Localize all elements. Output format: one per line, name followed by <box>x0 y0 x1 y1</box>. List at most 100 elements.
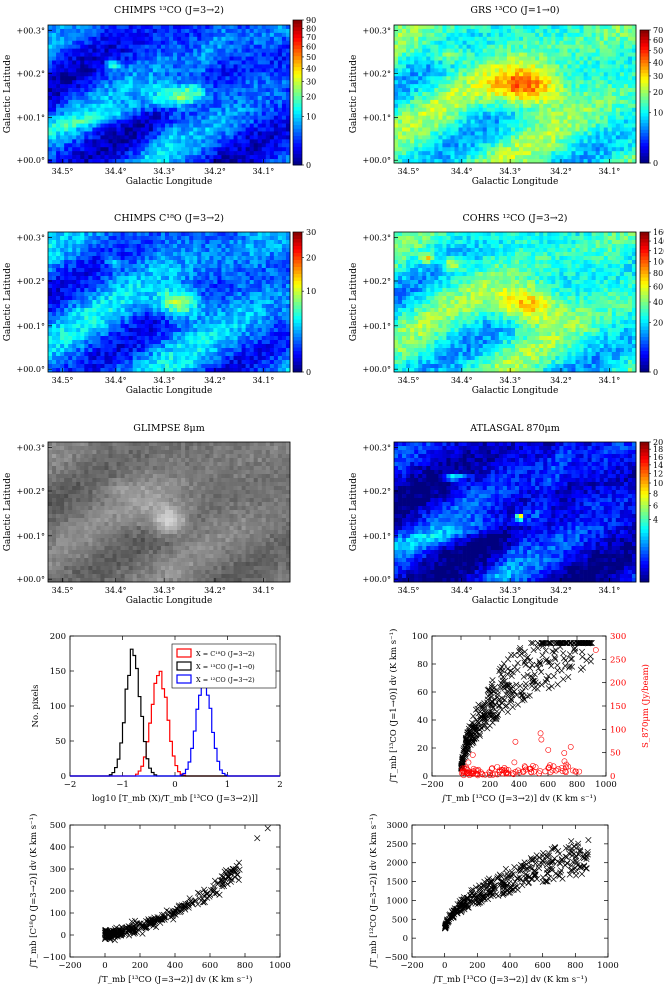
map-pixel <box>230 41 234 45</box>
map-pixel <box>624 84 628 88</box>
map-pixel <box>209 104 213 108</box>
map-pixel <box>491 100 495 104</box>
map-pixel <box>181 248 185 252</box>
map-pixel <box>109 25 113 29</box>
map-pixel <box>459 135 463 139</box>
map-pixel <box>438 80 442 84</box>
map-pixel <box>624 41 628 45</box>
map-pixel <box>133 256 137 260</box>
map-pixel <box>225 76 229 80</box>
map-pixel <box>100 108 104 112</box>
map-pixel <box>246 68 250 72</box>
map-pixel <box>567 57 571 61</box>
map-pixel <box>121 49 125 53</box>
map-pixel <box>463 88 467 92</box>
map-pixel <box>282 88 286 92</box>
map-pixel <box>282 60 286 64</box>
map-pixel <box>213 252 217 256</box>
map-pixel <box>246 244 250 248</box>
map-pixel <box>467 100 471 104</box>
map-pixel <box>117 88 121 92</box>
map-pixel <box>511 124 515 128</box>
map-pixel <box>238 57 242 61</box>
map-pixel <box>117 96 121 100</box>
map-pixel <box>418 29 422 33</box>
map-pixel <box>201 60 205 64</box>
map-pixel <box>254 112 258 116</box>
map-pixel <box>487 100 491 104</box>
map-pixel <box>80 268 84 272</box>
map-pixel <box>580 76 584 80</box>
map-pixel <box>197 84 201 88</box>
map-pixel <box>72 108 76 112</box>
map-pixel <box>169 57 173 61</box>
map-pixel <box>282 96 286 100</box>
map-pixel <box>173 128 177 132</box>
map-pixel <box>109 92 113 96</box>
map-pixel <box>418 76 422 80</box>
map-pixel <box>217 151 221 155</box>
map-pixel <box>121 25 125 29</box>
map-pixel <box>209 80 213 84</box>
map-pixel <box>559 57 563 61</box>
map-pixel <box>450 45 454 49</box>
map-pixel <box>56 232 60 236</box>
map-pixel <box>483 45 487 49</box>
map-pixel <box>137 128 141 132</box>
colorbar-cell <box>293 118 302 122</box>
map-pixel <box>250 60 254 64</box>
map-pixel <box>523 76 527 80</box>
map-pixel <box>149 68 153 72</box>
colorbar-tick-label: 80 <box>306 24 316 33</box>
map-pixel <box>274 92 278 96</box>
map-pixel <box>109 88 113 92</box>
map-pixel <box>104 151 108 155</box>
map-pixel <box>109 68 113 72</box>
map-pixel <box>455 143 459 147</box>
map-pixel <box>104 155 108 159</box>
map-pixel <box>109 155 113 159</box>
map-pixel <box>270 80 274 84</box>
map-pixel <box>254 33 258 37</box>
map-pixel <box>197 232 201 236</box>
map-pixel <box>125 112 129 116</box>
map-pixel <box>523 29 527 33</box>
map-pixel <box>230 68 234 72</box>
map-pixel <box>225 112 229 116</box>
map-pixel <box>205 147 209 151</box>
map-pixel <box>539 64 543 68</box>
map-pixel <box>487 88 491 92</box>
map-pixel <box>563 72 567 76</box>
map-pixel <box>121 143 125 147</box>
y-axis-label: Galactic Latitude <box>349 55 359 134</box>
map-pixel <box>471 139 475 143</box>
map-pixel <box>100 112 104 116</box>
map-pixel <box>543 60 547 64</box>
map-pixel <box>141 112 145 116</box>
map-pixel <box>414 155 418 159</box>
map-pixel <box>535 76 539 80</box>
map-pixel <box>624 49 628 53</box>
map-pixel <box>60 236 64 240</box>
map-pixel <box>612 135 616 139</box>
map-pixel <box>467 151 471 155</box>
map-pixel <box>242 53 246 57</box>
map-pixel <box>84 139 88 143</box>
map-pixel <box>394 147 398 151</box>
map-pixel <box>68 53 72 57</box>
map-pixel <box>398 64 402 68</box>
map-pixel <box>612 25 616 29</box>
map-pixel <box>96 124 100 128</box>
map-pixel <box>76 252 80 256</box>
map-pixel <box>137 143 141 147</box>
map-pixel <box>430 37 434 41</box>
map-pixel <box>48 120 52 124</box>
map-pixel <box>189 143 193 147</box>
map-pixel <box>80 37 84 41</box>
map-pixel <box>612 120 616 124</box>
map-pixel <box>48 57 52 61</box>
map-pixel <box>201 45 205 49</box>
map-pixel <box>217 37 221 41</box>
map-pixel <box>515 143 519 147</box>
map-pixel <box>52 244 56 248</box>
